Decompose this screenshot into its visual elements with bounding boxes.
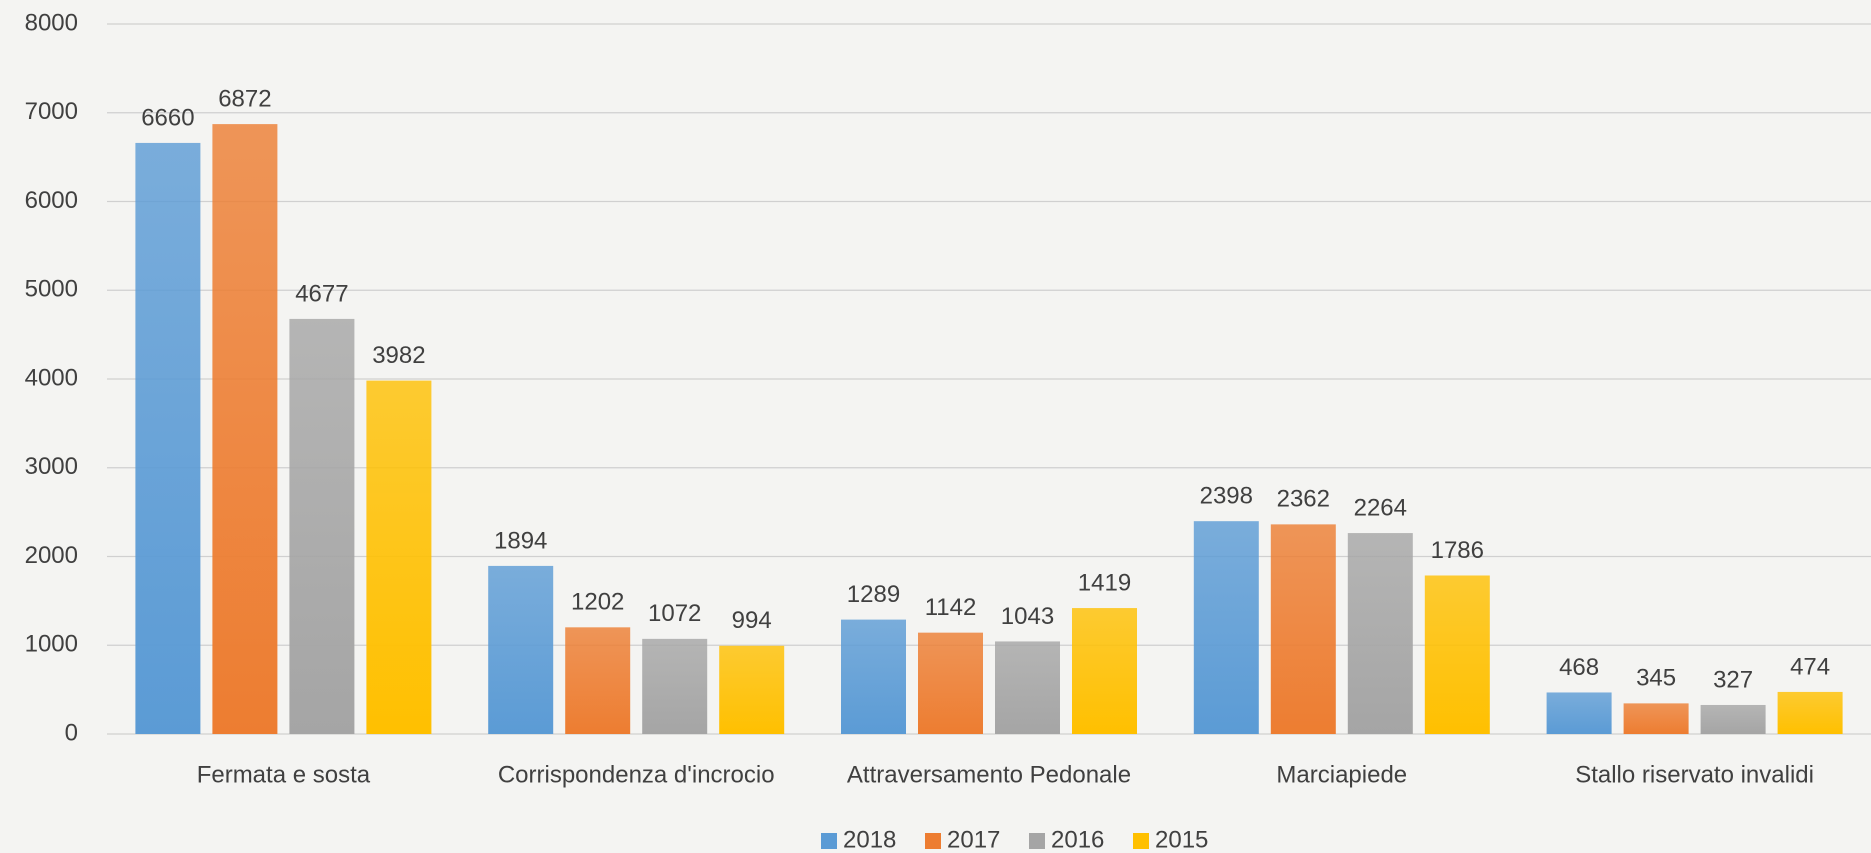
value-label: 1894 <box>494 527 547 554</box>
value-label: 468 <box>1559 654 1599 681</box>
value-label: 2362 <box>1277 486 1330 513</box>
y-tick-label: 1000 <box>25 631 78 658</box>
bar <box>135 142 201 735</box>
value-label: 1072 <box>648 600 701 627</box>
x-tick-label: Attraversamento Pedonale <box>847 761 1131 788</box>
y-tick-label: 7000 <box>25 98 78 125</box>
x-tick-label: Fermata e sosta <box>197 761 371 788</box>
legend-label: 2016 <box>1051 826 1104 853</box>
legend-label: 2018 <box>843 826 896 853</box>
value-label: 2398 <box>1200 483 1253 510</box>
bar <box>642 638 708 734</box>
bar <box>1193 521 1259 734</box>
bar <box>1700 704 1766 734</box>
bar <box>488 565 554 734</box>
y-tick-label: 2000 <box>25 542 78 569</box>
value-label: 1289 <box>847 581 900 608</box>
value-label: 1419 <box>1078 569 1131 596</box>
bar <box>841 619 906 734</box>
bar <box>565 627 631 734</box>
y-tick-label: 8000 <box>25 9 78 36</box>
legend-swatch <box>1029 833 1045 849</box>
bar <box>1546 692 1612 734</box>
y-tick-label: 0 <box>65 719 78 746</box>
value-label: 6660 <box>141 104 194 131</box>
value-label: 1202 <box>571 589 624 616</box>
x-tick-label: Corrispondenza d'incrocio <box>498 761 775 788</box>
y-tick-label: 4000 <box>25 364 78 391</box>
bar <box>366 380 432 734</box>
bar <box>995 641 1060 734</box>
x-tick-label: Marciapiede <box>1276 761 1407 788</box>
value-label: 994 <box>732 607 772 634</box>
value-label: 6872 <box>218 85 271 112</box>
value-label: 4677 <box>295 280 348 307</box>
bar <box>289 318 355 734</box>
legend-swatch <box>1133 833 1149 849</box>
value-label: 1142 <box>925 594 977 621</box>
value-label: 3982 <box>372 342 425 369</box>
bar <box>918 632 983 734</box>
legend-label: 2015 <box>1155 826 1208 853</box>
value-label: 2264 <box>1354 494 1407 521</box>
bar <box>719 645 785 734</box>
y-tick-label: 3000 <box>25 453 78 480</box>
value-label: 345 <box>1636 665 1676 692</box>
bar <box>1777 691 1843 734</box>
legend-swatch <box>821 833 837 849</box>
value-label: 1043 <box>1001 603 1054 630</box>
x-tick-label: Stallo riservato invalidi <box>1575 761 1814 788</box>
bar <box>212 124 278 735</box>
bar <box>1424 575 1490 734</box>
y-tick-label: 6000 <box>25 187 78 214</box>
bar <box>1072 608 1137 734</box>
value-label: 327 <box>1713 666 1753 693</box>
value-label: 474 <box>1790 653 1830 680</box>
bar <box>1347 533 1413 734</box>
legend-swatch <box>925 833 941 849</box>
y-tick-label: 5000 <box>25 276 78 303</box>
legend-label: 2017 <box>947 826 1000 853</box>
bar <box>1623 703 1689 734</box>
value-label: 1786 <box>1431 537 1484 564</box>
bar <box>1270 524 1336 734</box>
